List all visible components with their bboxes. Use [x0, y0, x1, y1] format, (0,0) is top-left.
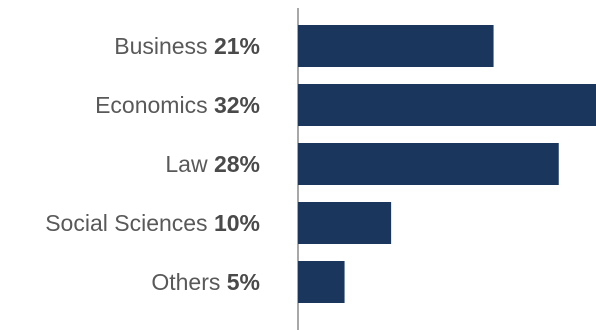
value-label: 32% — [214, 92, 260, 118]
labels-group: Business 21% Economics 32% Law 28% Social S… — [45, 33, 260, 295]
value-label: 10% — [214, 210, 260, 236]
bar-economics — [298, 84, 596, 126]
category-name: Business — [114, 33, 214, 59]
category-name: Social Sciences — [45, 210, 214, 236]
category-label-business: Business 21% — [114, 33, 260, 59]
bar-others — [298, 261, 345, 303]
value-label: 28% — [214, 151, 260, 177]
bar-business — [298, 25, 494, 67]
category-label-economics: Economics 32% — [95, 92, 260, 118]
category-name: Others — [151, 269, 226, 295]
category-name: Law — [165, 151, 214, 177]
bar-social-sciences — [298, 202, 392, 244]
category-label-others: Others 5% — [151, 269, 260, 295]
bar-law — [298, 143, 559, 185]
category-label-law: Law 28% — [165, 151, 260, 177]
value-label: 21% — [214, 33, 260, 59]
value-label: 5% — [227, 269, 260, 295]
category-name: Economics — [95, 92, 214, 118]
bars-group — [298, 25, 596, 303]
category-label-social-sciences: Social Sciences 10% — [45, 210, 260, 236]
